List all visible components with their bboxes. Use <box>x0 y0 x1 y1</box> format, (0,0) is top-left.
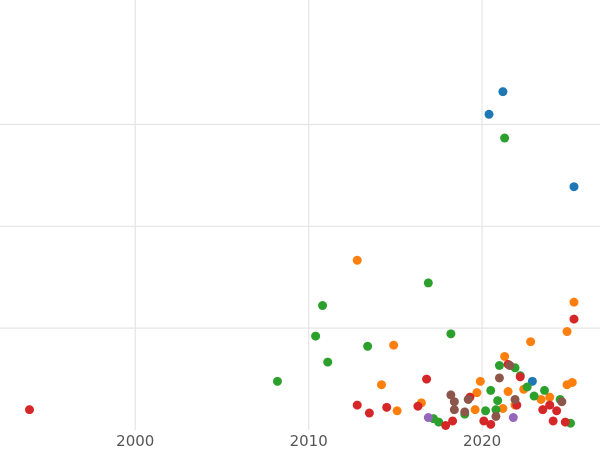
data-point <box>486 419 496 429</box>
data-point <box>323 357 333 367</box>
data-point <box>318 301 328 311</box>
data-point <box>545 400 555 410</box>
data-point <box>389 340 399 350</box>
data-point <box>460 407 470 417</box>
data-point <box>311 331 321 341</box>
data-point <box>448 416 458 426</box>
data-point <box>352 255 362 265</box>
data-point <box>498 404 508 413</box>
data-point <box>434 417 444 427</box>
data-point <box>423 413 433 423</box>
data-point <box>423 278 433 288</box>
data-point <box>441 420 451 430</box>
data-point <box>515 372 525 382</box>
data-point <box>24 405 34 415</box>
data-point <box>491 405 501 415</box>
data-point <box>449 397 459 407</box>
data-point <box>272 376 282 386</box>
data-point <box>352 400 362 410</box>
data-point <box>505 361 515 370</box>
data-points <box>24 87 579 430</box>
data-point <box>494 373 504 383</box>
data-point <box>470 405 480 415</box>
data-point <box>382 402 392 412</box>
data-point <box>569 297 579 307</box>
data-point <box>475 376 485 386</box>
data-point <box>562 327 572 337</box>
data-point <box>548 416 558 426</box>
data-point <box>494 361 504 370</box>
data-point <box>422 374 432 384</box>
data-point <box>527 376 537 386</box>
data-point <box>481 406 491 416</box>
data-point <box>529 391 539 401</box>
data-point <box>560 417 570 427</box>
data-point <box>508 413 518 423</box>
data-point <box>484 109 494 119</box>
data-point <box>377 380 387 390</box>
data-point <box>493 396 503 406</box>
data-point <box>363 341 373 351</box>
x-tick-label: 2020 <box>463 432 501 450</box>
data-point <box>503 387 513 397</box>
data-point <box>510 394 520 404</box>
data-point <box>557 397 567 407</box>
data-point <box>569 182 579 192</box>
data-point <box>500 133 510 143</box>
data-point <box>472 388 482 398</box>
data-point <box>545 392 555 402</box>
data-point <box>491 411 501 421</box>
data-point <box>522 382 532 392</box>
data-point <box>449 405 459 415</box>
data-point <box>526 337 536 347</box>
data-point <box>479 416 489 426</box>
data-point <box>552 406 562 416</box>
data-point <box>536 394 546 404</box>
data-point <box>498 87 508 97</box>
x-axis-tick-labels: 2000 2010 2020 <box>116 432 501 450</box>
data-point <box>463 394 473 404</box>
data-point <box>538 405 548 415</box>
data-point <box>540 385 550 395</box>
data-point <box>486 385 496 395</box>
x-tick-label: 2010 <box>290 432 328 450</box>
data-point <box>392 406 402 416</box>
data-point <box>562 380 572 390</box>
x-tick-label: 2000 <box>116 432 154 450</box>
data-point <box>413 401 423 411</box>
data-point <box>446 329 456 339</box>
data-point <box>364 408 374 418</box>
grid <box>0 0 600 430</box>
data-point <box>500 351 510 361</box>
data-point <box>569 314 579 324</box>
data-point <box>446 390 456 400</box>
